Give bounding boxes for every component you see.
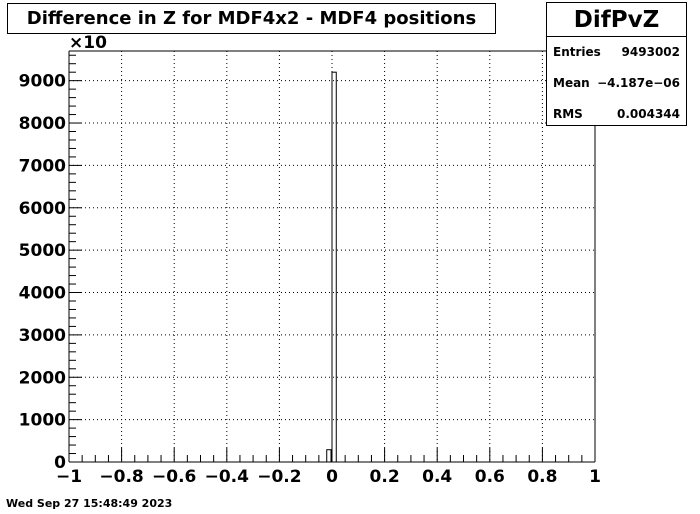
- stats-rms-value: 0.004344: [616, 107, 680, 121]
- y-tick-label: 1000: [19, 411, 66, 431]
- x-tick-label: −0.2: [257, 467, 301, 487]
- x-tick-label: 0.2: [370, 467, 400, 487]
- stats-mean-row: Mean −4.187e−06: [553, 73, 680, 93]
- y-tick-label: 3000: [19, 326, 66, 346]
- x-tick-label: 0.6: [475, 467, 505, 487]
- stats-entries-value: 9493002: [621, 45, 680, 59]
- y-tick-label: 4000: [19, 284, 66, 304]
- x-tick-label: −0.6: [152, 467, 196, 487]
- y-tick-label: 9000: [19, 72, 66, 92]
- x-tick-label: −1: [56, 467, 82, 487]
- y-tick-label: 6000: [19, 199, 66, 219]
- x-tick-label: 0: [326, 467, 338, 487]
- y-axis-multiplier: ×10: [69, 33, 107, 53]
- stats-title: DifPvZ: [547, 3, 686, 37]
- stats-mean-value: −4.187e−06: [597, 76, 680, 90]
- y-tick-label: 5000: [19, 241, 66, 261]
- stats-rms-row: RMS 0.004344: [553, 104, 680, 124]
- timestamp-footer: Wed Sep 27 15:48:49 2023: [6, 497, 173, 510]
- x-tick-label: 0.8: [527, 467, 557, 487]
- stats-rms-label: RMS: [553, 107, 583, 121]
- histogram-bin: [331, 71, 337, 463]
- y-tick-label: 8000: [19, 114, 66, 134]
- stats-mean-label: Mean: [553, 76, 590, 90]
- histogram-bin: [326, 449, 332, 463]
- stats-box: DifPvZ Entries 9493002 Mean −4.187e−06 R…: [546, 2, 687, 126]
- stats-entries-row: Entries 9493002: [553, 42, 680, 62]
- y-tick-label: 0: [54, 453, 66, 473]
- x-tick-label: 1: [589, 467, 601, 487]
- x-tick-label: −0.4: [205, 467, 250, 487]
- y-tick-label: 7000: [19, 156, 66, 176]
- chart-title: Difference in Z for MDF4x2 - MDF4 positi…: [7, 3, 496, 34]
- stats-entries-label: Entries: [553, 45, 601, 59]
- x-tick-label: −0.8: [99, 467, 143, 487]
- y-tick-label: 2000: [19, 368, 66, 388]
- x-tick-label: 0.4: [422, 467, 452, 487]
- histogram-bars: [326, 71, 337, 463]
- tick-labels: −1 −0.8 −0.6 −0.4 −0.2 0 0.2 0.4 0.6 0.8 1 0 1000 200…: [19, 33, 601, 487]
